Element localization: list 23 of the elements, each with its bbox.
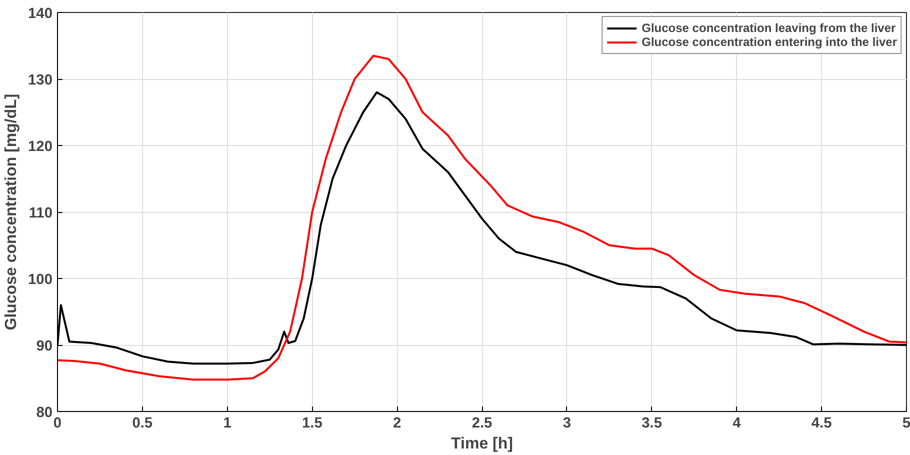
x-tick-label: 2.5 [472, 416, 492, 432]
x-tick-label: 3.5 [642, 416, 662, 432]
y-axis-title: Glucose concentration [mg/dL] [3, 94, 20, 330]
x-tick-label: 4 [732, 416, 742, 432]
y-tick-label: 80 [36, 405, 53, 421]
x-tick-label: 2 [393, 416, 402, 432]
y-tick-label: 130 [28, 72, 53, 88]
legend-label: Glucose concentration leaving from the liver [642, 21, 896, 35]
x-tick-label: 3 [562, 416, 571, 432]
y-tick-label: 120 [28, 139, 53, 155]
y-tick-label: 140 [28, 6, 53, 22]
x-tick-label: 0 [53, 416, 62, 432]
x-tick-label: 5 [902, 416, 910, 432]
x-tick-label: 0.5 [132, 416, 153, 432]
x-tick-label: 1 [223, 416, 232, 432]
legend-label: Glucose concentration entering into the liver [642, 35, 897, 49]
x-axis-title: Time [h] [451, 436, 513, 452]
y-tick-label: 100 [28, 272, 53, 288]
x-tick-label: 4.5 [811, 416, 832, 432]
x-tick-label: 1.5 [302, 416, 322, 432]
line-series [58, 54, 906, 381]
y-tick-label: 90 [36, 338, 53, 354]
y-tick-label: 110 [28, 206, 53, 222]
